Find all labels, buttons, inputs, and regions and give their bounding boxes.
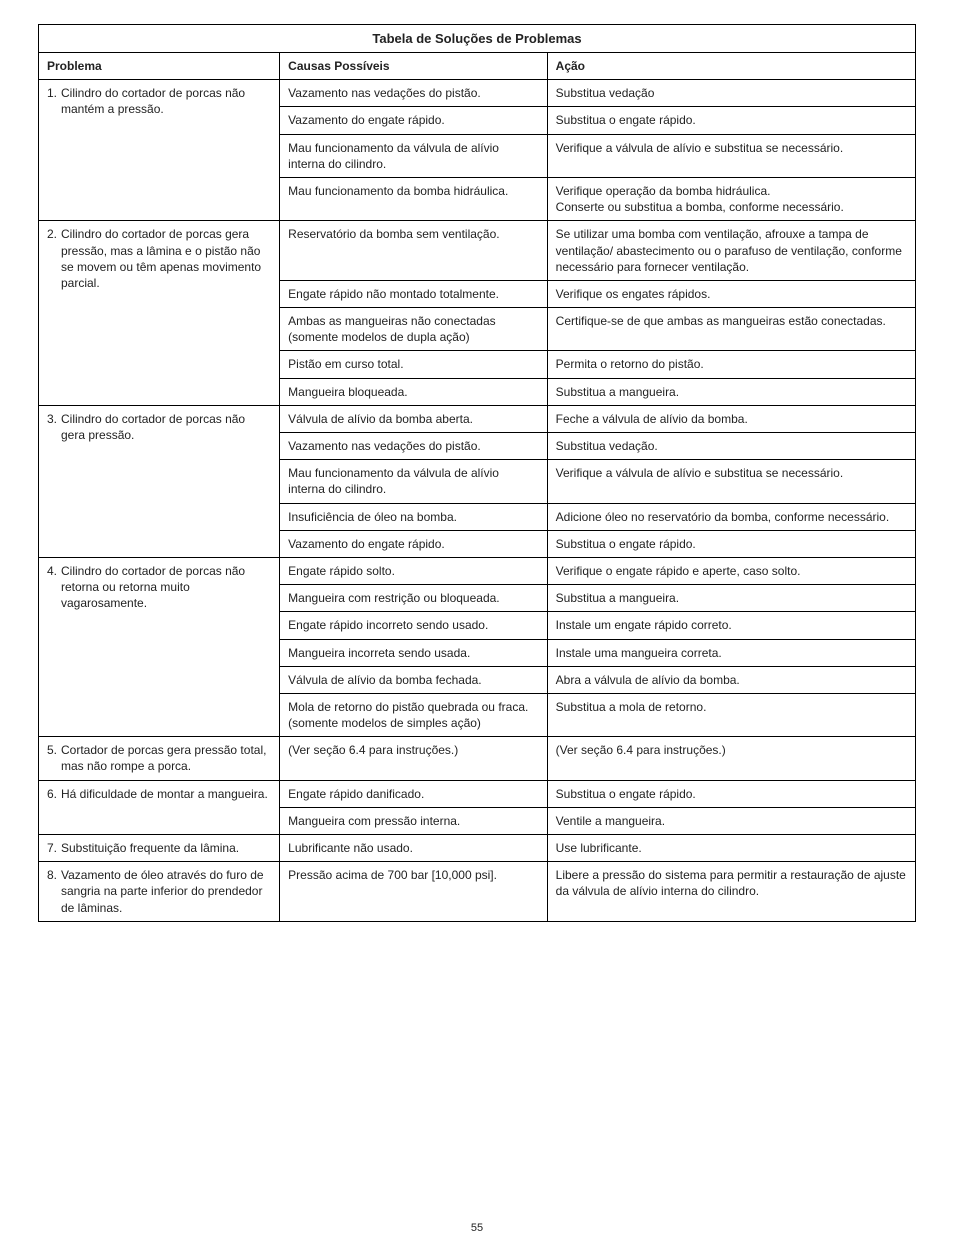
- header-problem: Problema: [39, 53, 280, 80]
- action-cell: Substitua vedação: [547, 80, 915, 107]
- action-cell: (Ver seção 6.4 para instruções.): [547, 737, 915, 780]
- cause-cell: Mangueira bloqueada.: [280, 378, 547, 405]
- table-row: 3.Cilindro do cortador de porcas não ger…: [39, 405, 916, 432]
- table-row: 1.Cilindro do cortador de porcas não man…: [39, 80, 916, 107]
- problem-cell: 7.Substituição frequente da lâmina.: [39, 835, 280, 862]
- cause-cell: Lubrificante não usado.: [280, 835, 547, 862]
- table-row: 2.Cilindro do cortador de porcas gera pr…: [39, 221, 916, 281]
- cause-cell: Mangueira incorreta sendo usada.: [280, 639, 547, 666]
- cause-cell: Reservatório da bomba sem ventilação.: [280, 221, 547, 281]
- action-cell: Permita o retorno do pistão.: [547, 351, 915, 378]
- cause-cell: Pistão em curso total.: [280, 351, 547, 378]
- problem-text: Cilindro do cortador de porcas não retor…: [61, 563, 271, 612]
- cause-cell: Mangueira com pressão interna.: [280, 807, 547, 834]
- action-cell: Adicione óleo no reservatório da bomba, …: [547, 503, 915, 530]
- problem-number: 8.: [47, 867, 61, 916]
- action-cell: Substitua a mangueira.: [547, 378, 915, 405]
- table-title: Tabela de Soluções de Problemas: [38, 24, 916, 52]
- cause-cell: Válvula de alívio da bomba fechada.: [280, 666, 547, 693]
- cause-cell: Pressão acima de 700 bar [10,000 psi].: [280, 862, 547, 922]
- action-cell: Libere a pressão do sistema para permiti…: [547, 862, 915, 922]
- cause-cell: Mau funcionamento da válvula de alívio i…: [280, 134, 547, 177]
- action-cell: Substitua o engate rápido.: [547, 780, 915, 807]
- action-cell: Verifique a válvula de alívio e substitu…: [547, 460, 915, 503]
- table-row: 6.Há dificuldade de montar a mangueira. E…: [39, 780, 916, 807]
- problem-cell: 6.Há dificuldade de montar a mangueira.: [39, 780, 280, 834]
- header-cause: Causas Possíveis: [280, 53, 547, 80]
- problem-text: Vazamento de óleo através do furo de san…: [61, 867, 271, 916]
- problem-cell: 2.Cilindro do cortador de porcas gera pr…: [39, 221, 280, 406]
- action-cell: Verifique a válvula de alívio e substitu…: [547, 134, 915, 177]
- action-cell: Substitua vedação.: [547, 433, 915, 460]
- cause-cell: (Ver seção 6.4 para instruções.): [280, 737, 547, 780]
- cause-cell: Mau funcionamento da bomba hidráulica.: [280, 177, 547, 220]
- page-number: 55: [38, 922, 916, 1254]
- cause-cell: Engate rápido incorreto sendo usado.: [280, 612, 547, 639]
- action-cell: Substitua a mangueira.: [547, 585, 915, 612]
- table-row: 5.Cortador de porcas gera pressão total,…: [39, 737, 916, 780]
- table-row: 7.Substituição frequente da lâmina.Lubri…: [39, 835, 916, 862]
- problem-cell: 3.Cilindro do cortador de porcas não ger…: [39, 405, 280, 557]
- problem-number: 7.: [47, 840, 61, 856]
- action-cell: Se utilizar uma bomba com ventilação, af…: [547, 221, 915, 281]
- cause-cell: Engate rápido solto.: [280, 557, 547, 584]
- cause-cell: Ambas as mangueiras não conectadas (some…: [280, 308, 547, 351]
- cause-cell: Válvula de alívio da bomba aberta.: [280, 405, 547, 432]
- problem-cell: 4.Cilindro do cortador de porcas não ret…: [39, 557, 280, 736]
- action-cell: Instale uma mangueira correta.: [547, 639, 915, 666]
- action-cell: Use lubrificante.: [547, 835, 915, 862]
- action-cell: Substitua o engate rápido.: [547, 107, 915, 134]
- problem-cell: 5.Cortador de porcas gera pressão total,…: [39, 737, 280, 780]
- action-cell: Ventile a mangueira.: [547, 807, 915, 834]
- table-header-row: Problema Causas Possíveis Ação: [39, 53, 916, 80]
- troubleshooting-table: Tabela de Soluções de Problemas Problema…: [38, 24, 916, 922]
- problem-text: Cilindro do cortador de porcas não gera …: [61, 411, 271, 443]
- table-row: 8.Vazamento de óleo através do furo de s…: [39, 862, 916, 922]
- cause-cell: Vazamento do engate rápido.: [280, 107, 547, 134]
- problem-cell: 8.Vazamento de óleo através do furo de s…: [39, 862, 280, 922]
- cause-cell: Mangueira com restrição ou bloqueada.: [280, 585, 547, 612]
- action-cell: Substitua o engate rápido.: [547, 530, 915, 557]
- cause-cell: Vazamento do engate rápido.: [280, 530, 547, 557]
- action-cell: Instale um engate rápido correto.: [547, 612, 915, 639]
- header-action: Ação: [547, 53, 915, 80]
- action-cell: Verifique os engates rápidos.: [547, 280, 915, 307]
- cause-cell: Mola de retorno do pistão quebrada ou fr…: [280, 693, 547, 736]
- action-cell: Feche a válvula de alívio da bomba.: [547, 405, 915, 432]
- problem-number: 5.: [47, 742, 61, 774]
- problem-number: 2.: [47, 226, 61, 291]
- problem-number: 1.: [47, 85, 61, 117]
- problem-text: Cortador de porcas gera pressão total, m…: [61, 742, 271, 774]
- cause-cell: Engate rápido não montado totalmente.: [280, 280, 547, 307]
- table-row: 4.Cilindro do cortador de porcas não ret…: [39, 557, 916, 584]
- action-cell: Verifique operação da bomba hidráulica.C…: [547, 177, 915, 220]
- problem-number: 3.: [47, 411, 61, 443]
- action-cell: Certifique-se de que ambas as mangueiras…: [547, 308, 915, 351]
- cause-cell: Mau funcionamento da válvula de alívio i…: [280, 460, 547, 503]
- cause-cell: Insuficiência de óleo na bomba.: [280, 503, 547, 530]
- problem-text: Cilindro do cortador de porcas gera pres…: [61, 226, 271, 291]
- action-cell: Substitua a mola de retorno.: [547, 693, 915, 736]
- action-cell: Abra a válvula de alívio da bomba.: [547, 666, 915, 693]
- problem-text: Cilindro do cortador de porcas não manté…: [61, 85, 271, 117]
- problem-number: 4.: [47, 563, 61, 612]
- cause-cell: Engate rápido danificado.: [280, 780, 547, 807]
- cause-cell: Vazamento nas vedações do pistão.: [280, 80, 547, 107]
- problem-text: Há dificuldade de montar a mangueira.: [61, 786, 271, 802]
- problem-cell: 1.Cilindro do cortador de porcas não man…: [39, 80, 280, 221]
- problem-number: 6.: [47, 786, 61, 802]
- cause-cell: Vazamento nas vedações do pistão.: [280, 433, 547, 460]
- problem-text: Substituição frequente da lâmina.: [61, 840, 271, 856]
- action-cell: Verifique o engate rápido e aperte, caso…: [547, 557, 915, 584]
